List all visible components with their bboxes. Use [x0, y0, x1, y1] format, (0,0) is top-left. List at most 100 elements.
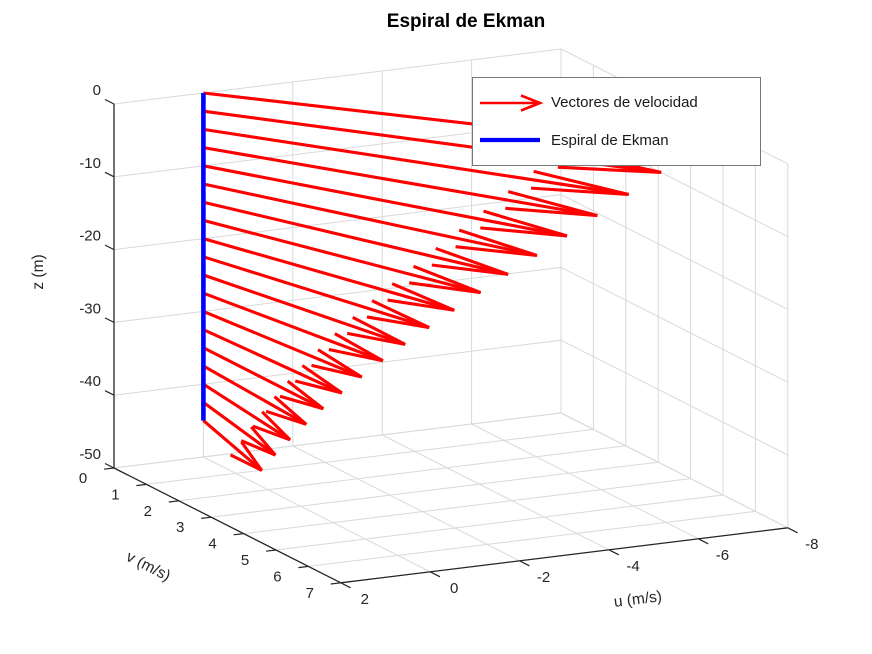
- vector-arrowhead: [455, 228, 538, 257]
- velocity-vector: [202, 364, 308, 426]
- legend-label-velocity-vectors: Vectores de velocidad: [551, 94, 698, 112]
- velocity-vector: [203, 200, 509, 276]
- vector-shaft: [202, 309, 363, 379]
- red-arrow-icon: [473, 92, 551, 114]
- backwall-gridline-z: [113, 266, 562, 323]
- vector-arrowhead: [328, 332, 384, 363]
- legend-item-ekman-spiral[interactable]: Espiral de Ekman: [473, 123, 760, 157]
- vector-arrowhead: [480, 209, 568, 238]
- vector-shaft: [202, 328, 343, 395]
- v-tick-label: 6: [273, 568, 281, 585]
- velocity-vector: [203, 164, 568, 238]
- legend-item-velocity-vectors[interactable]: Vectores de velocidad: [473, 86, 760, 120]
- u-tick: [608, 549, 620, 556]
- vector-arrowhead: [240, 425, 277, 457]
- z-tick: [104, 462, 115, 469]
- velocity-vector: [202, 401, 277, 457]
- vector-arrowhead: [366, 299, 430, 330]
- legend-label-ekman-spiral: Espiral de Ekman: [551, 131, 669, 149]
- v-tick: [103, 467, 115, 470]
- u-tick-label: -8: [805, 536, 818, 553]
- vector-arrowhead: [408, 264, 482, 295]
- vector-shaft: [203, 164, 568, 238]
- z-tick-label: 0: [93, 82, 101, 99]
- z-tick: [104, 244, 115, 251]
- v-tick-label: 0: [79, 470, 87, 487]
- z-tick: [104, 171, 115, 178]
- vector-arrowhead: [265, 395, 308, 426]
- velocity-vector: [203, 127, 630, 197]
- z-tick: [104, 390, 115, 396]
- v-tick-label: 4: [208, 536, 216, 553]
- v-tick: [265, 549, 277, 552]
- floor-gridline-v: [146, 428, 594, 485]
- velocity-vector: [203, 182, 538, 257]
- rightwall-gridline-z: [560, 266, 789, 383]
- vector-shaft: [202, 291, 384, 363]
- vector-shaft: [202, 346, 324, 411]
- floor-gridline-v: [243, 478, 691, 535]
- floor-gridline-u: [471, 423, 699, 540]
- rightwall-gridline-z: [560, 412, 789, 529]
- v-tick-label: 5: [241, 552, 249, 569]
- vector-arrowhead: [294, 364, 343, 395]
- vector-shaft: [202, 382, 291, 442]
- vector-arrowhead: [530, 169, 630, 197]
- u-tick-label: 0: [450, 580, 458, 597]
- tick-marks: [103, 98, 798, 589]
- velocity-vector: [202, 291, 384, 363]
- v-axis-line: [113, 467, 342, 584]
- rightwall-gridline-z: [560, 339, 789, 456]
- backwall-gridline-z: [113, 194, 562, 251]
- v-tick: [298, 565, 309, 569]
- vector-shaft: [202, 255, 430, 330]
- vector-shaft: [203, 218, 481, 295]
- vector-arrowhead: [431, 246, 509, 276]
- vector-shaft: [203, 200, 509, 276]
- vector-shaft: [202, 273, 406, 346]
- backwall-gridline-z: [113, 48, 562, 105]
- z-tick-label: -20: [79, 228, 101, 245]
- floor-gridline-u: [292, 445, 520, 562]
- vector-shaft: [202, 419, 263, 472]
- v-tick-label: 7: [306, 585, 314, 602]
- vector-arrowhead: [279, 379, 325, 411]
- velocity-vector: [202, 309, 363, 379]
- v-tick-label: 2: [144, 503, 152, 520]
- u-axis-line: [340, 527, 788, 584]
- velocity-vector: [202, 382, 292, 442]
- vector-arrowhead: [252, 410, 292, 442]
- v-tick: [201, 516, 212, 519]
- velocity-vector: [202, 346, 325, 411]
- floor-gridline-u: [381, 434, 610, 551]
- tick-labels: 0 -10 -20 -30 -40 -50 0 1 2 3 4 5 6 7 2 0 -2 -4 -6 -8: [79, 82, 819, 608]
- plot-title: Espiral de Ekman: [386, 11, 546, 32]
- vector-arrowhead: [505, 190, 598, 218]
- u-tick: [519, 560, 530, 567]
- u-tick: [429, 571, 441, 578]
- u-tick-label: 2: [361, 591, 369, 608]
- z-tick: [104, 317, 115, 323]
- vector-shaft: [203, 146, 598, 218]
- velocity-vector: [203, 146, 598, 218]
- legend[interactable]: Vectores de velocidad Espiral de Ekman: [472, 77, 761, 166]
- u-tick: [340, 582, 351, 589]
- u-tick-label: -6: [716, 547, 729, 564]
- u-tick: [787, 527, 798, 534]
- floor-gridline-v: [211, 461, 659, 518]
- floor-gridline-v: [275, 494, 724, 551]
- u-tick: [698, 538, 709, 545]
- velocity-vector: [202, 419, 263, 472]
- velocity-vector: [202, 328, 343, 395]
- floor-gridline-u: [203, 456, 431, 573]
- velocity-vector: [202, 255, 430, 330]
- vector-shaft: [202, 401, 277, 457]
- z-axis-label: z (m): [30, 254, 47, 290]
- axis-lines: [113, 104, 788, 584]
- z-tick-label: -50: [79, 446, 101, 463]
- vector-arrowhead: [346, 315, 406, 346]
- vector-arrowhead: [311, 348, 363, 379]
- vector-shaft: [203, 182, 538, 257]
- z-tick-label: -10: [79, 155, 101, 172]
